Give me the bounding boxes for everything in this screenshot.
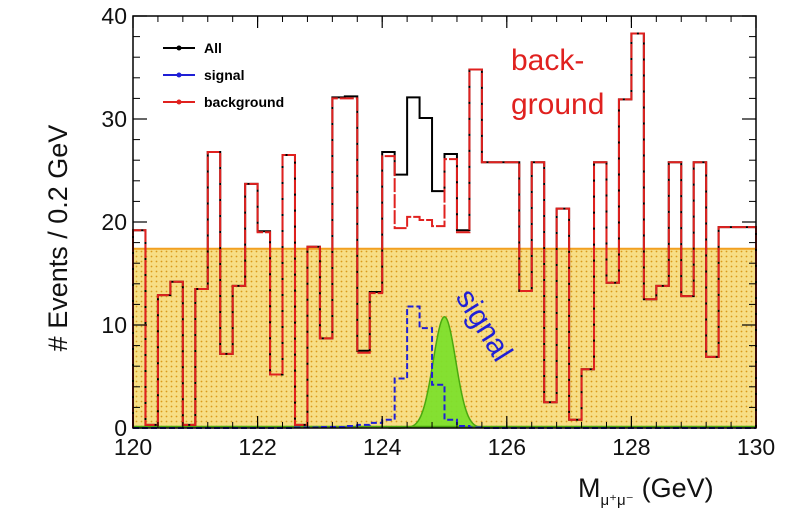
x-tick-label: 122 [238, 434, 276, 460]
x-tick-label: 124 [363, 434, 402, 460]
x-axis-label: Mμ⁺μ⁻ (GeV) [578, 473, 714, 509]
series-background-histogram [132, 32, 757, 428]
legend-label-background: background [204, 94, 284, 110]
signal-fit-area [388, 316, 501, 428]
x-axis-label-unit: (GeV) [642, 473, 714, 503]
y-tick-label: 0 [114, 415, 127, 441]
legend-entry-all: All [163, 40, 222, 56]
legend-marker-signal [176, 72, 182, 78]
legend-marker-all [176, 45, 182, 51]
legend-entry-signal: signal [163, 67, 244, 83]
svg-text:Mμ⁺μ⁻(GeV): Mμ⁺μ⁻ (GeV) [578, 473, 714, 509]
y-tick-label: 10 [101, 312, 127, 338]
y-tick-label: 40 [101, 3, 127, 29]
x-tick-label: 130 [737, 434, 775, 460]
legend-marker-background [176, 99, 182, 105]
y-tick-label: 20 [101, 209, 127, 235]
x-tick-label: 120 [114, 434, 152, 460]
legend-entry-background: background [163, 94, 284, 110]
annotation-background-line1: back- [511, 44, 584, 77]
y-axis-label: # Events / 0.2 GeV [43, 125, 73, 352]
x-tick-label: 126 [488, 434, 526, 460]
legend-label-all: All [204, 40, 222, 56]
x-tick-label: 128 [612, 434, 650, 460]
legend: All signal background [163, 40, 284, 110]
legend-label-signal: signal [204, 67, 244, 83]
y-tick-label: 30 [101, 106, 127, 132]
annotation-background-line2: ground [511, 88, 604, 121]
x-axis-label-subscript: μ⁺μ⁻ [601, 492, 634, 509]
x-axis-label-main: M [578, 473, 601, 503]
